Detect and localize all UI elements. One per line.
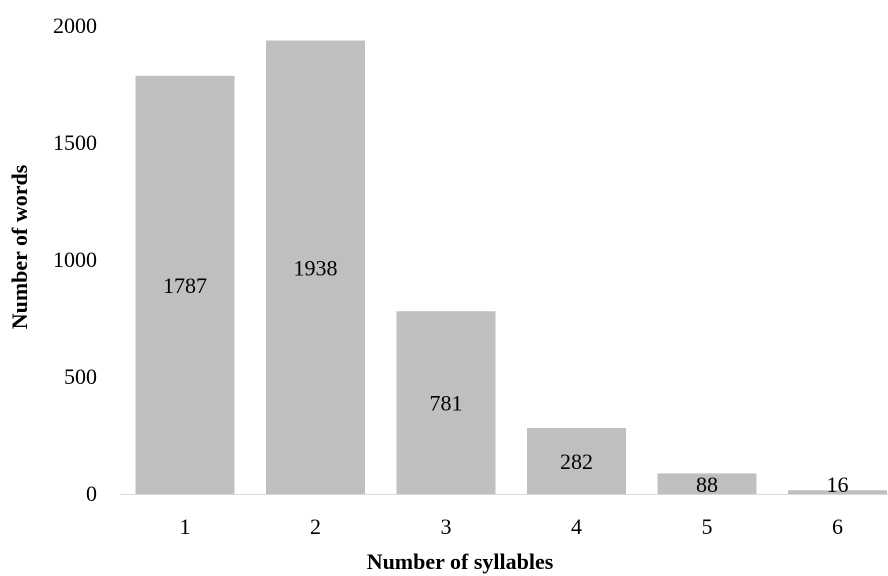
x-tick-labels: 1 2 3 4 5 6 — [180, 514, 844, 539]
x-tick-6: 6 — [832, 514, 843, 539]
data-label-6: 16 — [827, 472, 849, 497]
x-tick-2: 2 — [310, 514, 321, 539]
bar-6 — [788, 490, 887, 494]
y-tick-1000: 1000 — [53, 247, 97, 272]
x-tick-4: 4 — [571, 514, 582, 539]
data-label-1: 1787 — [163, 273, 207, 298]
x-tick-3: 3 — [441, 514, 452, 539]
bar-2 — [266, 40, 365, 495]
x-tick-5: 5 — [702, 514, 713, 539]
bar-1 — [135, 75, 235, 494]
data-label-5: 88 — [696, 472, 718, 497]
data-label-3: 781 — [430, 391, 463, 416]
x-tick-1: 1 — [180, 514, 191, 539]
data-labels: 1787 1938 781 282 88 16 — [163, 255, 849, 497]
y-tick-1500: 1500 — [53, 130, 97, 155]
y-tick-2000: 2000 — [53, 13, 97, 38]
bars-group — [135, 40, 887, 495]
y-tick-0: 0 — [86, 481, 97, 506]
bar-3 — [396, 311, 496, 494]
bar-5 — [657, 473, 757, 494]
bar-4 — [527, 428, 626, 494]
x-axis-title: Number of syllables — [367, 549, 554, 574]
y-tick-500: 500 — [64, 364, 97, 389]
y-axis-title: Number of words — [7, 164, 32, 329]
data-label-4: 282 — [560, 449, 593, 474]
data-label-2: 1938 — [294, 255, 338, 280]
y-tick-labels: 0 500 1000 1500 2000 — [53, 13, 97, 506]
